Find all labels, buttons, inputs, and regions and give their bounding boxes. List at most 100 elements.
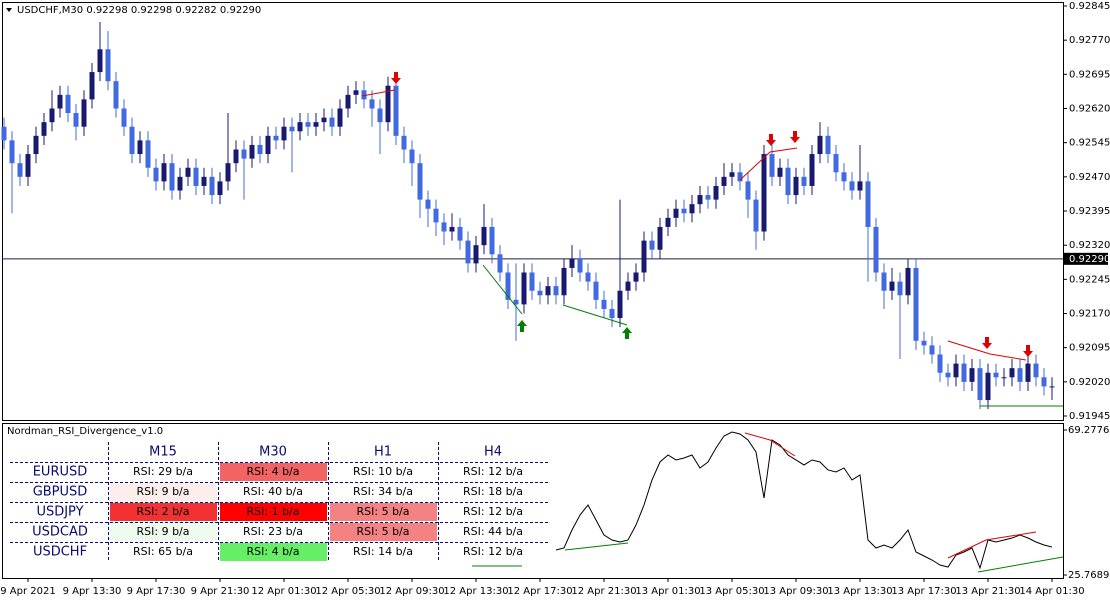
x-tick-label: 12 Apr 01:30: [251, 586, 316, 597]
candle-body: [97, 49, 103, 73]
y-tick-label: 0.91945: [1069, 411, 1110, 422]
cell-text: RSI: 5 b/a: [357, 505, 410, 518]
candle-body: [881, 272, 887, 291]
candle-body: [265, 135, 271, 155]
candle-body: [113, 81, 119, 109]
candle-body: [521, 272, 527, 305]
x-tick-label: 13 Apr 13:30: [827, 586, 892, 597]
candle-body: [289, 126, 295, 132]
cell-background: [440, 543, 547, 561]
candle-body: [665, 217, 671, 227]
bear-divergence: [947, 340, 1027, 361]
cell-background: [110, 463, 217, 481]
x-tick-label: 13 Apr 05:30: [699, 586, 764, 597]
candle-body: [825, 135, 831, 155]
arrows: [391, 72, 1033, 357]
cell-background: [220, 483, 327, 501]
cell-background: [330, 543, 437, 561]
candle-body: [537, 290, 543, 296]
cell-background: [220, 543, 327, 561]
candle-body: [585, 272, 591, 282]
candle-body: [889, 281, 895, 291]
rsi-line: [555, 431, 1053, 570]
cell-text: RSI: 44 b/a: [463, 525, 523, 538]
cell-text: RSI: 4 b/a: [247, 545, 300, 558]
candle-body: [241, 149, 247, 159]
cell-text: RSI: 34 b/a: [353, 485, 413, 498]
y-tick-label: 0.92845: [1069, 1, 1110, 12]
x-tick-label: 13 Apr 21:30: [955, 586, 1020, 597]
candle-body: [913, 267, 919, 341]
candle-body: [129, 126, 135, 155]
candle-body: [873, 226, 879, 273]
candle-body: [777, 167, 783, 177]
candle-body: [977, 368, 983, 401]
candle-body: [185, 167, 191, 177]
candle-body: [817, 135, 823, 155]
x-tick-label: 12 Apr 09:30: [379, 586, 444, 597]
y-tick-label: 0.92170: [1069, 309, 1110, 320]
cell-background: [330, 503, 437, 521]
candle-body: [121, 108, 127, 127]
y-tick-label: 0.92395: [1069, 206, 1110, 217]
cell-text: RSI: 12 b/a: [463, 505, 523, 518]
candle-body: [249, 144, 255, 159]
candle-body: [9, 140, 15, 164]
candle-body: [921, 340, 927, 346]
candle-body: [409, 149, 415, 164]
candle-body: [833, 154, 839, 173]
cell-text: RSI: 1 b/a: [247, 505, 300, 518]
cell-background: [220, 463, 327, 481]
indicator-window-frame: [2, 423, 1064, 579]
y-tick-label: 25.7689: [1068, 570, 1109, 581]
cell-text: RSI: 18 b/a: [463, 485, 523, 498]
cell-background: [110, 543, 217, 561]
candle-body: [417, 163, 423, 200]
x-tick-label: 13 Apr 01:30: [635, 586, 700, 597]
candle-body: [233, 149, 239, 164]
row-label: USDJPY: [36, 505, 83, 520]
x-tick-label: 9 Apr 13:30: [63, 586, 122, 597]
cell-background: [110, 523, 217, 541]
sell-arrow: [982, 337, 992, 349]
candle-body: [441, 222, 447, 232]
x-tick-label: 13 Apr 17:30: [891, 586, 956, 597]
candle-body: [145, 140, 151, 168]
cell-background: [330, 483, 437, 501]
cell-background: [440, 463, 547, 481]
rsi-table: M15 M30 H1 H4 EURUSD RSI: 29 b/a RSI: 4 b/a RSI…: [3, 440, 553, 568]
menu-triangle[interactable]: [6, 8, 12, 12]
candle-body: [945, 372, 951, 378]
candle-body: [329, 117, 335, 127]
candle-body: [73, 113, 79, 127]
candle-body: [345, 94, 351, 109]
bear-divergence: [361, 89, 396, 97]
current-price-tag: [1064, 252, 1108, 265]
cell-text: RSI: 29 b/a: [133, 465, 193, 478]
row-label: USDCAD: [32, 525, 88, 540]
cell-text: RSI: 40 b/a: [243, 485, 303, 498]
candle-body: [937, 354, 943, 373]
candle-body: [697, 195, 703, 205]
candle-body: [489, 226, 495, 255]
column-header: H4: [484, 445, 502, 460]
candle-body: [89, 72, 95, 100]
candle-body: [809, 154, 815, 186]
candle-body: [953, 363, 959, 378]
candle-body: [321, 117, 327, 123]
candle-body: [505, 272, 511, 300]
candle-body: [153, 167, 159, 182]
candle-body: [673, 208, 679, 218]
cell-text: RSI: 2 b/a: [137, 505, 190, 518]
x-tick-label: 12 Apr 17:30: [507, 586, 572, 597]
candle-body: [761, 154, 767, 232]
column-header: M30: [259, 445, 287, 460]
candle-body: [737, 172, 743, 182]
candle-body: [41, 122, 47, 136]
candle-body: [961, 363, 967, 382]
buy-arrow: [517, 320, 527, 332]
candle-body: [377, 108, 383, 123]
cell-text: RSI: 65 b/a: [133, 545, 193, 558]
cell-text: RSI: 10 b/a: [353, 465, 413, 478]
x-tick-label: 9 Apr 21:30: [191, 586, 250, 597]
